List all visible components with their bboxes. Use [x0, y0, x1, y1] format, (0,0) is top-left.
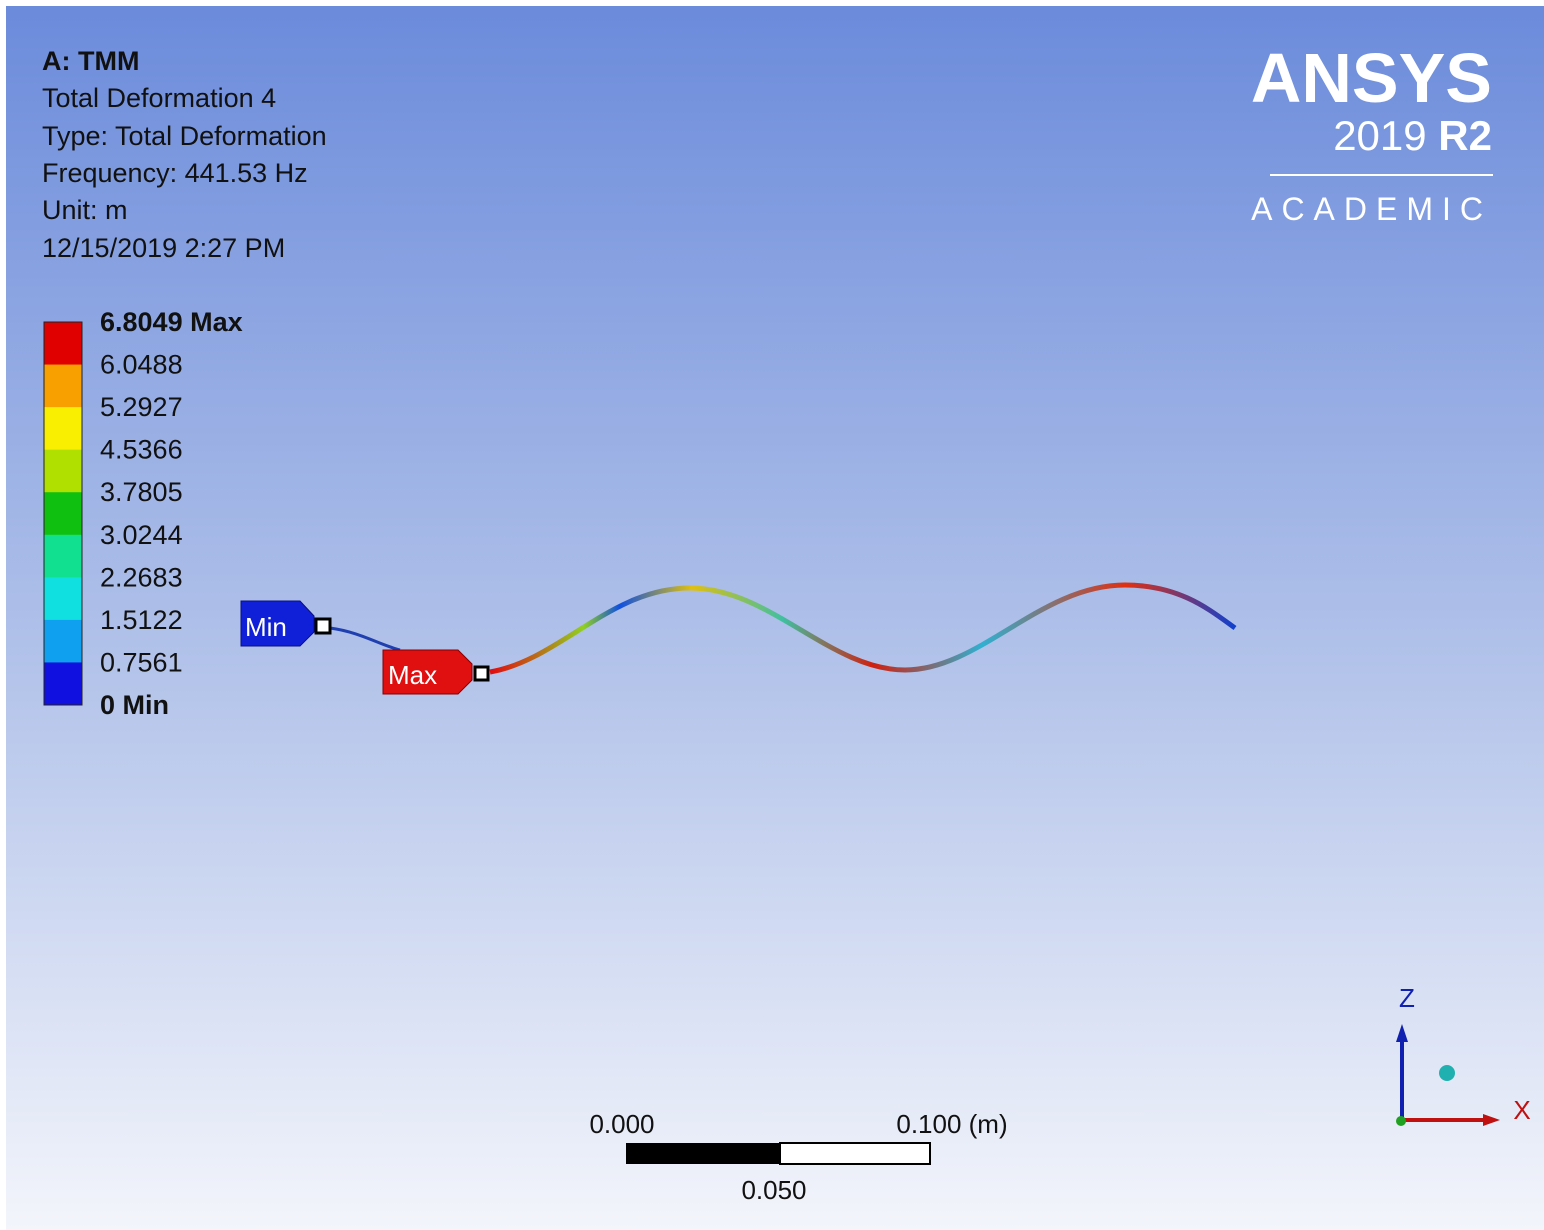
legend-band	[44, 492, 82, 535]
scale-bar-white	[780, 1143, 930, 1164]
info-line: Frequency: 441.53 Hz	[42, 158, 308, 188]
origin	[1396, 1116, 1406, 1126]
legend-label: 2.2683	[100, 562, 183, 592]
legend-band	[44, 620, 82, 663]
legend-label: 0.7561	[100, 647, 183, 677]
min-probe-label: Min	[245, 612, 287, 642]
legend-label: 4.5366	[100, 435, 183, 465]
legend-label: 6.8049 Max	[100, 307, 243, 337]
scale-start: 0.000	[589, 1109, 654, 1139]
legend-band	[44, 407, 82, 450]
legend-label: 3.0244	[100, 520, 183, 550]
legend-label: 0 Min	[100, 690, 169, 720]
info-line: Total Deformation 4	[42, 83, 276, 113]
legend-band	[44, 577, 82, 620]
legend-label: 6.0488	[100, 350, 183, 380]
legend-band	[44, 535, 82, 578]
iso-ball	[1439, 1065, 1455, 1081]
legend-band	[44, 322, 82, 365]
scale-bar-black	[626, 1143, 780, 1164]
max-probe-label: Max	[388, 660, 437, 690]
logo-version: 2019 R2	[1333, 112, 1492, 159]
max-marker	[475, 667, 488, 680]
legend-band	[44, 365, 82, 408]
page: A: TMM Total Deformation 4 Type: Total D…	[0, 0, 1544, 1230]
legend-label: 1.5122	[100, 605, 183, 635]
info-line: Type: Total Deformation	[42, 121, 327, 151]
scale-middle: 0.050	[741, 1175, 806, 1205]
min-marker	[316, 619, 330, 633]
viewport: A: TMM Total Deformation 4 Type: Total D…	[0, 0, 1544, 1230]
legend-label: 3.7805	[100, 477, 183, 507]
legend-band	[44, 662, 82, 705]
logo-release: R2	[1438, 112, 1492, 159]
z-label: Z	[1399, 983, 1415, 1013]
logo-edition: ACADEMIC	[1251, 191, 1492, 227]
logo-year: 2019	[1333, 112, 1426, 159]
scale-end: 0.100 (m)	[896, 1109, 1007, 1139]
logo-brand: ANSYS	[1251, 39, 1492, 117]
legend-band	[44, 450, 82, 493]
info-line: Unit: m	[42, 195, 128, 225]
background	[6, 6, 1544, 1230]
x-label: X	[1513, 1095, 1530, 1125]
info-line: 12/15/2019 2:27 PM	[42, 233, 285, 263]
title: A: TMM	[42, 46, 139, 76]
legend-label: 5.2927	[100, 392, 183, 422]
